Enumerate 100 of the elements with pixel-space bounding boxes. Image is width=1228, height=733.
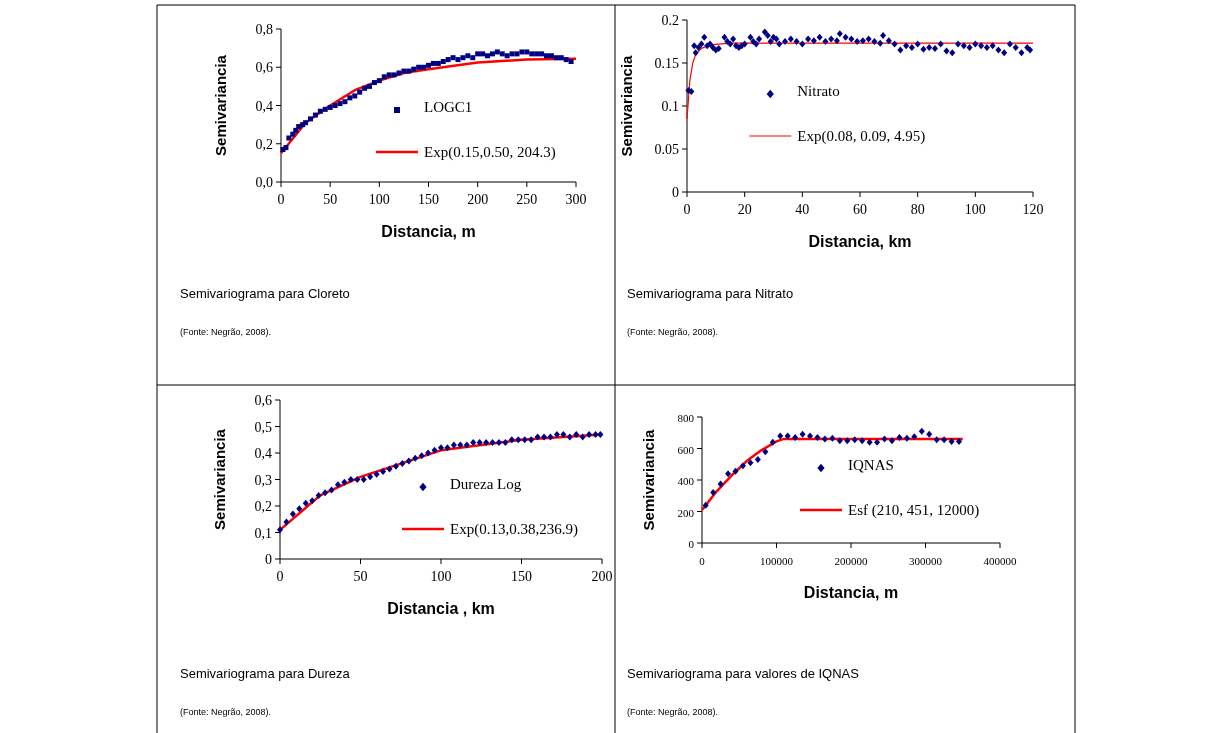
y-tick-label: 0,6 [254,393,272,408]
point [309,497,316,505]
x-axis-title: Distancia, m [803,584,899,601]
point [866,438,873,446]
point [769,438,776,446]
text: (Fonte: Negrão, 2008). [627,327,719,337]
point [579,433,586,441]
legend-label: Exp(0.13,0.38,236.9) [450,521,578,538]
x-tick-label: 0 [276,569,284,584]
point [457,441,464,449]
point [367,473,374,481]
y-tick-label: 0.05 [654,142,679,157]
text: Semivariograma para valores de IQNAS [627,666,860,681]
y-tick-label: 0,6 [255,60,273,76]
point [360,476,367,483]
text: (Fonte: Negrão, 2008). [180,327,272,337]
x-axis-title: Distancia, km [808,233,912,250]
point [807,432,814,440]
point [541,433,548,441]
point [347,476,354,483]
y-tick-label: 0,4 [254,446,272,461]
point [425,449,432,457]
y-axis-title: Semivariancia [212,54,229,156]
point [463,441,470,449]
x-tick-label: 100000 [760,555,794,567]
point [386,465,393,473]
point [597,430,604,438]
point [283,518,290,526]
point [560,430,567,438]
point [515,436,522,444]
point [903,434,910,442]
point [431,446,438,454]
x-tick-label: 20 [737,202,752,217]
x-tick-label: 0 [277,192,285,207]
y-axis-title: Semivariancia [618,54,635,157]
point [717,480,724,488]
x-tick-label: 300 [565,192,587,207]
point [328,486,335,494]
y-tick-label: 0,5 [254,419,272,435]
x-tick-label: 200 [467,192,489,207]
point [502,438,509,446]
point [747,459,754,467]
point [814,433,821,441]
point [844,437,851,445]
legend-label: Exp(0.15,0.50, 204.3) [424,144,556,161]
x-tick-label: 150 [418,192,439,207]
x-axis-title: Distancia , km [387,600,495,617]
point [851,436,858,444]
point [399,460,406,468]
y-tick-label: 400 [677,475,695,487]
text: (Fonte: Negrão, 2008). [627,707,719,717]
legend-label: Dureza Log [450,476,522,492]
point [896,433,903,441]
y-tick-label: 200 [677,506,695,519]
point [534,433,541,441]
y-tick-label: 0,8 [255,22,273,37]
x-tick-label: 400000 [983,555,1017,567]
point [874,438,881,446]
point [725,470,732,478]
text: Semivariograma para Nitrato [627,286,794,301]
point [836,437,843,445]
point [702,501,709,509]
point [777,432,784,440]
point [926,430,933,438]
point [792,433,799,441]
point [289,510,296,518]
point [547,433,554,441]
point [489,438,496,446]
point [911,433,918,441]
y-tick-label: 0,4 [255,98,273,114]
point [418,452,425,460]
point [341,478,348,486]
point [799,430,806,438]
x-tick-label: 100 [368,192,390,207]
y-axis-title: Semivariancia [211,428,228,530]
point [956,437,963,445]
legend-label: IQNAS [848,457,894,473]
x-tick-label: 150 [511,569,532,584]
legend-label: Esf (210, 451, 12000) [848,502,980,519]
point [508,436,515,444]
point [315,491,322,499]
x-tick-label: 50 [323,192,338,207]
point [829,434,836,442]
point [373,470,380,478]
y-tick-label: 600 [677,443,695,456]
y-tick-label: 0.15 [654,56,679,71]
text: Semivariograma para Cloreto [180,286,350,301]
point [762,448,769,456]
point [710,489,717,497]
x-tick-label: 0 [699,555,706,567]
point [732,467,739,475]
point [918,427,925,435]
point [528,436,535,444]
y-tick-label: 0,1 [254,525,272,541]
point [573,430,580,438]
point [483,438,490,446]
point [754,456,761,464]
point [450,441,457,449]
point [553,430,560,438]
x-tick-label: 200000 [834,555,868,567]
